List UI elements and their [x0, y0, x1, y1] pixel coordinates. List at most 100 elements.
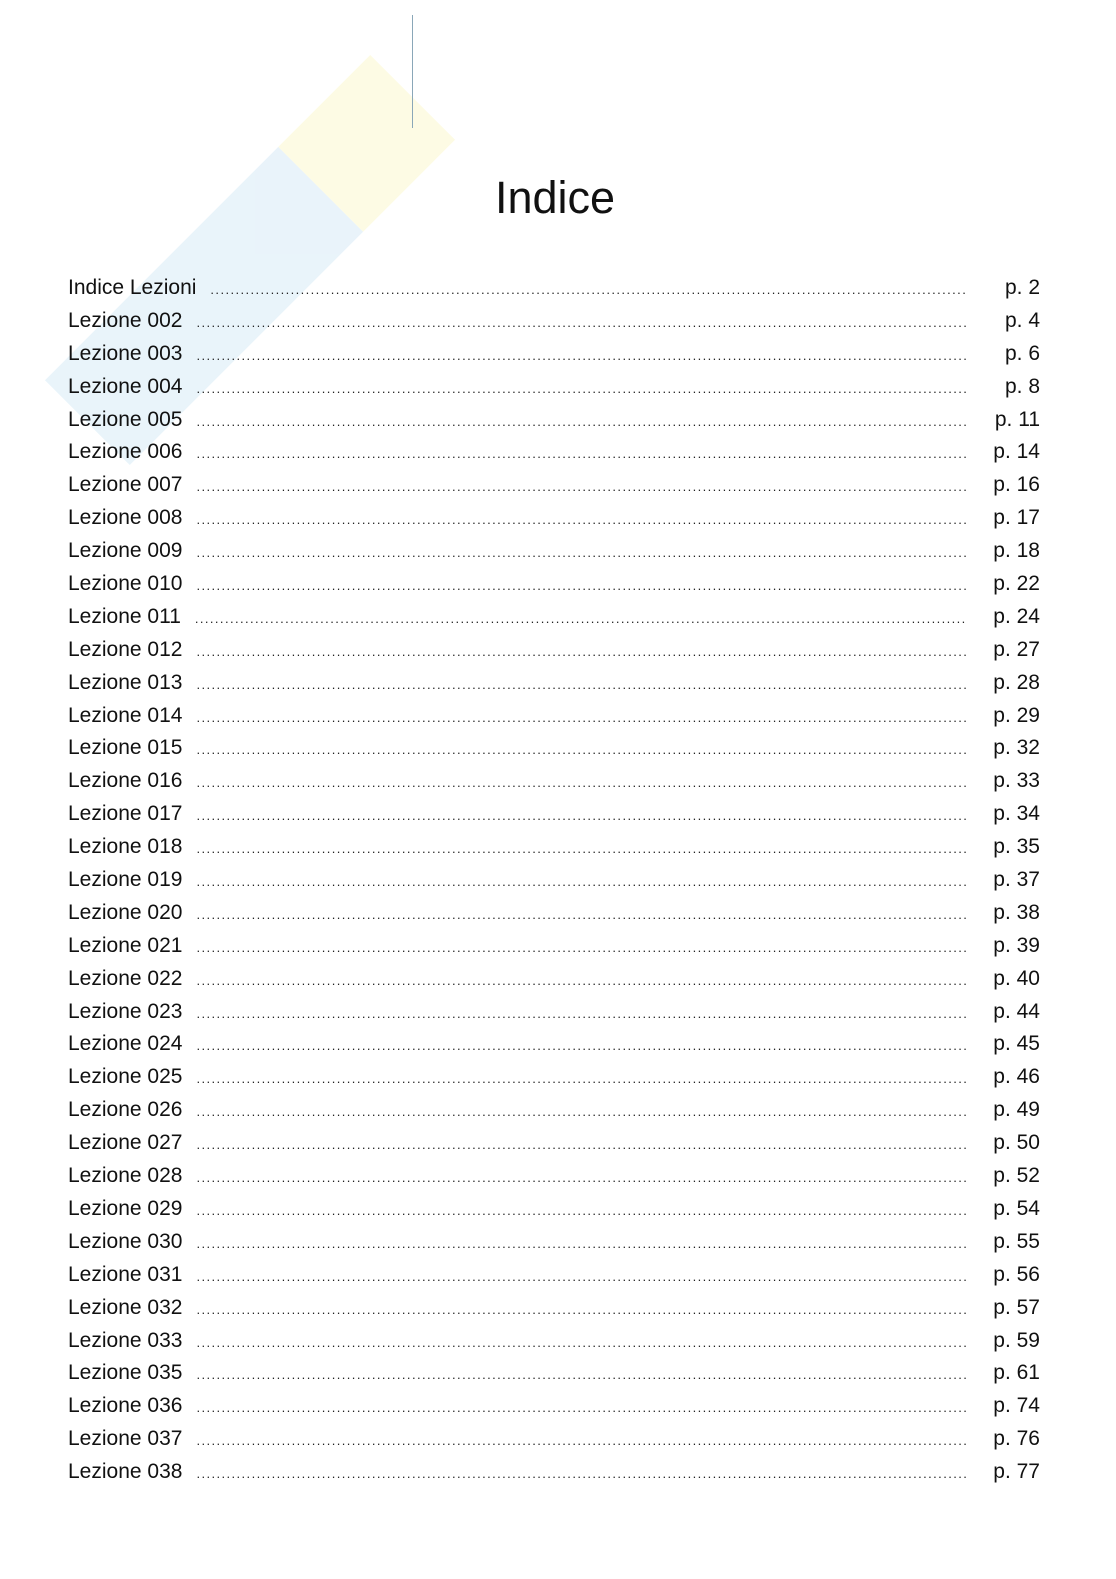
- toc-entry[interactable]: Lezione 030 p. 55: [68, 1230, 1040, 1263]
- toc-entry[interactable]: Lezione 038 p. 77: [68, 1460, 1040, 1493]
- toc-entry-label: Lezione 002: [68, 308, 183, 332]
- dot-leader: [196, 1137, 966, 1152]
- toc-entry[interactable]: Lezione 021 p. 39: [68, 934, 1040, 967]
- dot-leader: [196, 446, 966, 461]
- toc-entry-page: p. 38: [993, 900, 1040, 924]
- toc-entry[interactable]: Lezione 020 p. 38: [68, 901, 1040, 934]
- toc-entry-page: p. 27: [993, 637, 1040, 661]
- toc-entry[interactable]: Lezione 027 p. 50: [68, 1131, 1040, 1164]
- toc-entry-label: Lezione 003: [68, 341, 183, 365]
- margin-rule: [412, 15, 413, 128]
- toc-entry[interactable]: Lezione 031 p. 56: [68, 1263, 1040, 1296]
- toc-entry-label: Lezione 006: [68, 440, 183, 464]
- toc-entry-page: p. 22: [993, 572, 1040, 596]
- toc-entry-label: Lezione 008: [68, 506, 183, 530]
- toc-entry[interactable]: Lezione 013 p. 28: [68, 671, 1040, 704]
- dot-leader: [196, 907, 966, 922]
- toc-entry-label: Lezione 037: [68, 1427, 183, 1451]
- toc-entry[interactable]: Lezione 033 p. 59: [68, 1329, 1040, 1362]
- toc-entry[interactable]: Lezione 018 p. 35: [68, 835, 1040, 868]
- toc-entry[interactable]: Lezione 003 p. 6: [68, 342, 1040, 375]
- toc-entry[interactable]: Lezione 019 p. 37: [68, 868, 1040, 901]
- dot-leader: [196, 578, 966, 593]
- page-title: Indice: [494, 172, 616, 223]
- toc-entry-label: Lezione 036: [68, 1394, 183, 1418]
- toc-entry-label: Lezione 012: [68, 637, 183, 661]
- dot-leader: [196, 1302, 966, 1317]
- dot-leader: [196, 1170, 966, 1185]
- toc-entry-label: Lezione 028: [68, 1164, 183, 1188]
- toc-entry-label: Lezione 032: [68, 1295, 183, 1319]
- toc-entry-label: Lezione 022: [68, 966, 183, 990]
- dot-leader: [196, 545, 966, 560]
- toc-entry[interactable]: Lezione 005 p. 11: [68, 408, 1040, 441]
- toc-entry-page: p. 40: [993, 966, 1040, 990]
- toc-entry[interactable]: Lezione 016 p. 33: [68, 769, 1040, 802]
- dot-leader: [196, 841, 966, 856]
- toc-entry-page: p. 35: [993, 835, 1040, 859]
- toc-entry-page: p. 77: [993, 1460, 1040, 1484]
- dot-leader: [196, 644, 966, 659]
- toc-entry-label: Lezione 029: [68, 1196, 183, 1220]
- toc-entry[interactable]: Lezione 035 p. 61: [68, 1361, 1040, 1394]
- toc-entry-page: p. 46: [993, 1065, 1040, 1089]
- dot-leader: [196, 1400, 966, 1415]
- toc-entry-label: Lezione 004: [68, 374, 183, 398]
- toc-entry[interactable]: Lezione 029 p. 54: [68, 1197, 1040, 1230]
- toc-entry[interactable]: Lezione 017 p. 34: [68, 802, 1040, 835]
- toc-entry[interactable]: Lezione 004 p. 8: [68, 375, 1040, 408]
- toc-entry-page: p. 74: [993, 1394, 1040, 1418]
- toc-entry[interactable]: Lezione 010 p. 22: [68, 572, 1040, 605]
- dot-leader: [196, 710, 966, 725]
- toc-entry-page: p. 17: [993, 506, 1040, 530]
- toc-entry-page: p. 55: [993, 1229, 1040, 1253]
- toc-entry-label: Lezione 011: [68, 604, 181, 628]
- toc-entry-page: p. 59: [993, 1328, 1040, 1352]
- toc-entry-page: p. 49: [993, 1098, 1040, 1122]
- toc-entry-page: p. 28: [993, 670, 1040, 694]
- toc-entry-page: p. 11: [994, 407, 1040, 431]
- toc-entry[interactable]: Lezione 011 p. 24: [68, 605, 1040, 638]
- toc-entry[interactable]: Lezione 015 p. 32: [68, 736, 1040, 769]
- toc-entry[interactable]: Lezione 008 p. 17: [68, 506, 1040, 539]
- toc-entry[interactable]: Lezione 014 p. 29: [68, 704, 1040, 737]
- toc-entry[interactable]: Lezione 023 p. 44: [68, 1000, 1040, 1033]
- toc-entry[interactable]: Lezione 002 p. 4: [68, 309, 1040, 342]
- dot-leader: [196, 1006, 966, 1021]
- toc-entry[interactable]: Lezione 026 p. 49: [68, 1098, 1040, 1131]
- dot-leader: [196, 1335, 966, 1350]
- toc-entry[interactable]: Lezione 032 p. 57: [68, 1296, 1040, 1329]
- toc-entry[interactable]: Lezione 012 p. 27: [68, 638, 1040, 671]
- dot-leader: [196, 677, 966, 692]
- dot-leader: [196, 775, 966, 790]
- toc-entry-page: p. 50: [993, 1131, 1040, 1155]
- toc-entry[interactable]: Indice Lezioni p. 2: [68, 276, 1040, 309]
- toc-entry[interactable]: Lezione 025 p. 46: [68, 1065, 1040, 1098]
- toc-entry[interactable]: Lezione 009 p. 18: [68, 539, 1040, 572]
- toc-entry-label: Lezione 010: [68, 572, 183, 596]
- dot-leader: [196, 973, 966, 988]
- dot-leader: [196, 381, 966, 396]
- toc-entry-page: p. 44: [993, 999, 1040, 1023]
- toc-entry-page: p. 54: [993, 1196, 1040, 1220]
- toc-entry[interactable]: Lezione 007 p. 16: [68, 473, 1040, 506]
- toc-entry[interactable]: Lezione 028 p. 52: [68, 1164, 1040, 1197]
- toc-entry-label: Lezione 005: [68, 407, 183, 431]
- toc-entry-page: p. 39: [993, 933, 1040, 957]
- toc-entry[interactable]: Lezione 006 p. 14: [68, 440, 1040, 473]
- dot-leader: [196, 742, 966, 757]
- toc-entry-page: p. 18: [993, 539, 1040, 563]
- dot-leader: [196, 414, 966, 429]
- dot-leader: [196, 1203, 966, 1218]
- dot-leader: [196, 1038, 966, 1053]
- toc-entry[interactable]: Lezione 024 p. 45: [68, 1032, 1040, 1065]
- toc-entry[interactable]: Lezione 036 p. 74: [68, 1394, 1040, 1427]
- toc-entry-label: Lezione 019: [68, 868, 183, 892]
- toc-entry-page: p. 2: [1004, 276, 1040, 299]
- toc-entry[interactable]: Lezione 037 p. 76: [68, 1427, 1040, 1460]
- dot-leader: [195, 611, 966, 626]
- dot-leader: [196, 1269, 966, 1284]
- toc-entry[interactable]: Lezione 022 p. 40: [68, 967, 1040, 1000]
- dot-leader: [210, 282, 966, 297]
